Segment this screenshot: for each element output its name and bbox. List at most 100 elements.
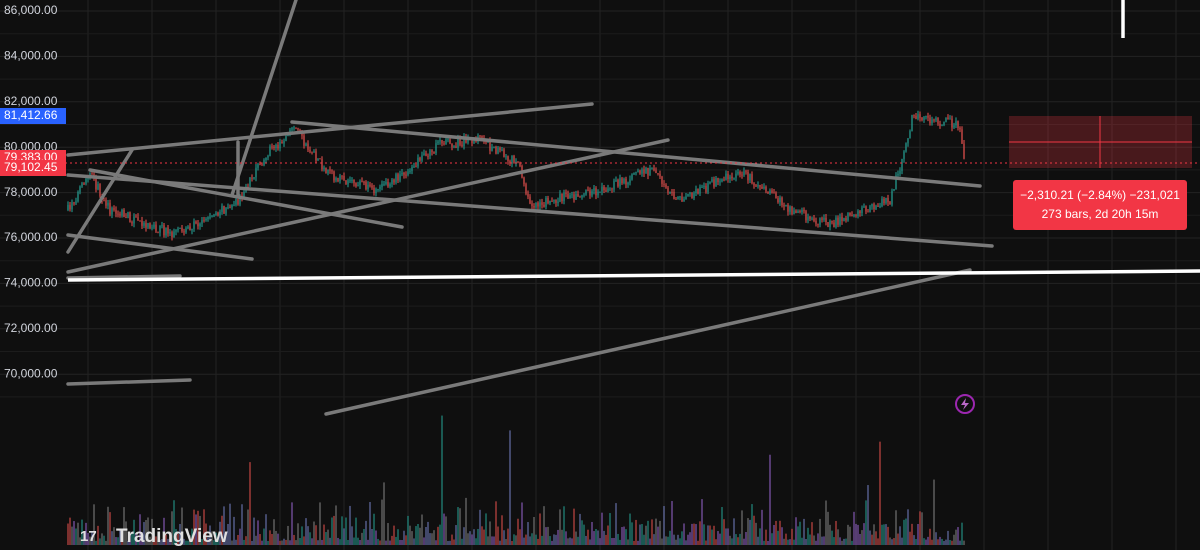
- candle-body: [713, 179, 715, 187]
- candle-body: [313, 151, 315, 153]
- candle-body: [807, 216, 809, 221]
- volume-bar: [333, 515, 335, 545]
- candle-body: [275, 144, 277, 148]
- volume-bar: [931, 539, 933, 545]
- volume-bar: [167, 538, 169, 545]
- candle-body: [511, 155, 513, 164]
- volume-bar: [637, 540, 639, 545]
- volume-bar: [511, 540, 513, 545]
- volume-bar: [415, 526, 417, 545]
- candle-body: [715, 178, 717, 187]
- candle-body: [367, 184, 369, 190]
- candle-body: [591, 190, 593, 196]
- volume-bar: [937, 539, 939, 545]
- candle-body: [177, 228, 179, 231]
- candle-body: [677, 196, 679, 200]
- candle-body: [195, 221, 197, 224]
- candle-body: [543, 204, 545, 207]
- volume-bar: [447, 540, 449, 545]
- volume-bar: [323, 524, 325, 545]
- candle-body: [319, 158, 321, 160]
- volume-bar: [115, 537, 117, 545]
- volume-bar: [687, 534, 689, 545]
- volume-bar: [279, 540, 281, 545]
- candle-body: [739, 171, 741, 175]
- volume-bar: [451, 534, 453, 545]
- volume-bar: [403, 530, 405, 545]
- volume-bar: [437, 526, 439, 545]
- volume-bar: [765, 529, 767, 545]
- volume-bar: [907, 509, 909, 545]
- volume-bar: [925, 539, 927, 545]
- candle-body: [903, 151, 905, 159]
- volume-bar: [625, 529, 627, 545]
- candle-body: [571, 194, 573, 196]
- candle-body: [123, 209, 125, 217]
- volume-bar: [825, 500, 827, 545]
- volume-bar: [861, 530, 863, 545]
- candle-body: [501, 149, 503, 151]
- candle-body: [659, 173, 661, 177]
- candle-body: [321, 159, 323, 170]
- volume-bar: [141, 532, 143, 545]
- candle-body: [817, 223, 819, 225]
- volume-bar: [743, 538, 745, 545]
- candle-body: [167, 227, 169, 234]
- volume-bar: [339, 539, 341, 545]
- candle-body: [821, 218, 823, 220]
- volume-bar: [471, 534, 473, 545]
- volume-bar: [125, 521, 127, 545]
- candle-body: [675, 198, 677, 200]
- candle-body: [747, 171, 749, 181]
- volume-bar: [865, 500, 867, 545]
- candle-body: [541, 202, 543, 205]
- candle-body: [843, 218, 845, 222]
- candle-body: [281, 141, 283, 144]
- volume-bar: [93, 504, 95, 545]
- volume-bar: [363, 529, 365, 545]
- trend-line: [66, 102, 594, 157]
- volume-bar: [605, 534, 607, 545]
- candle-body: [755, 185, 757, 187]
- candle-body: [787, 204, 789, 212]
- volume-bar: [385, 540, 387, 545]
- volume-bar: [951, 540, 953, 545]
- volume-bar: [749, 519, 751, 545]
- volume-bar: [203, 509, 205, 545]
- candle-body: [909, 131, 911, 139]
- price-label: 84,000.00: [4, 49, 58, 63]
- candle-body: [267, 155, 269, 158]
- candle-body: [173, 231, 175, 238]
- candle-body: [471, 138, 473, 144]
- candle-body: [237, 199, 239, 205]
- volume-bar: [575, 531, 577, 545]
- candle-body: [495, 146, 497, 154]
- candle-body: [451, 143, 453, 147]
- candle-body: [253, 177, 255, 179]
- event-icon[interactable]: [955, 394, 975, 414]
- candle-body: [663, 183, 665, 185]
- candle-body: [867, 211, 869, 213]
- volume-bar: [941, 538, 943, 545]
- volume-bar: [673, 534, 675, 545]
- volume-bar: [169, 536, 171, 545]
- volume-bar: [901, 537, 903, 545]
- volume-bar: [723, 519, 725, 545]
- candle-body: [671, 191, 673, 193]
- candle-body: [333, 171, 335, 181]
- drawings: [66, 0, 994, 416]
- volume-bar: [859, 533, 861, 545]
- volume-bar: [217, 537, 219, 545]
- candle-body: [743, 171, 745, 176]
- volume-bar: [181, 507, 183, 545]
- candle-body: [297, 128, 299, 130]
- candle-body: [919, 114, 921, 118]
- volume-bar: [421, 514, 423, 545]
- candle-body: [269, 146, 271, 156]
- volume-bar: [307, 526, 309, 545]
- candle-body: [441, 140, 443, 144]
- volume-bar: [899, 526, 901, 545]
- candle-body: [567, 193, 569, 199]
- candle-body: [789, 206, 791, 212]
- volume-bar: [229, 503, 231, 545]
